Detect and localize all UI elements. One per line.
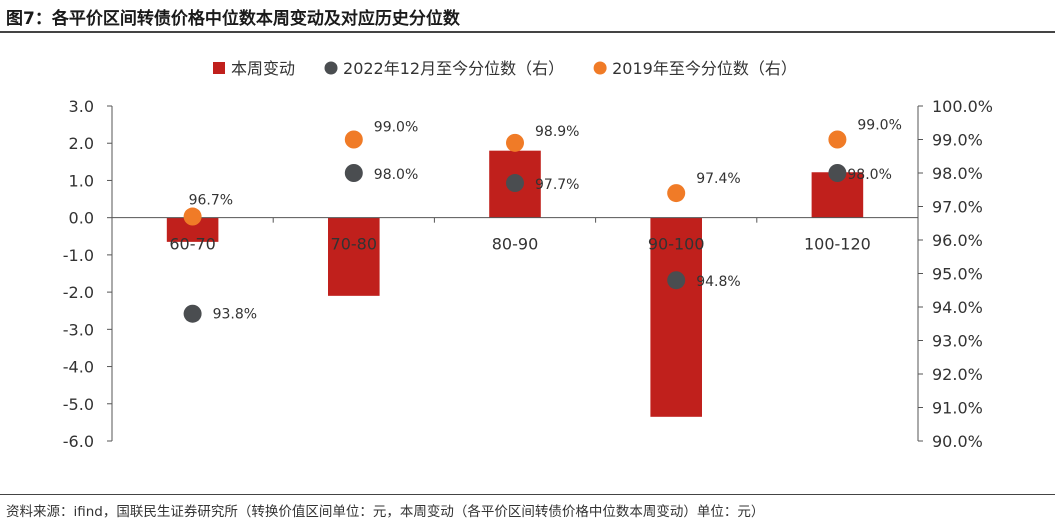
- right-tick-label: 90.0%: [932, 432, 983, 451]
- point-s1-80-90: [506, 174, 524, 193]
- title-rule: [0, 31, 1055, 33]
- category-labels: 60-70 70-80 80-90 90-100 100-120: [169, 235, 870, 254]
- data-label: 98.0%: [847, 167, 891, 183]
- left-tick-label: 2.0: [69, 134, 94, 153]
- category-label: 60-70: [169, 235, 216, 254]
- right-tick-label: 95.0%: [932, 265, 983, 284]
- scatter-series: [183, 130, 847, 323]
- point-s2-100-120: [828, 130, 847, 149]
- legend-label: 2022年12月至今分位数（右）: [343, 59, 564, 78]
- point-s1-60-70: [183, 304, 202, 323]
- left-tick-label: -5.0: [63, 395, 94, 414]
- point-s1-100-120: [828, 164, 847, 182]
- right-tick-label: 98.0%: [932, 164, 983, 183]
- right-tick-label: 93.0%: [932, 332, 983, 351]
- source-note: 资料来源：ifind，国联民生证券研究所（转换价值区间单位：元，本周变动（各平价…: [6, 504, 765, 520]
- figure-title: 图7：各平价区间转债价格中位数本周变动及对应历史分位数: [6, 9, 460, 29]
- data-label: 98.9%: [535, 124, 579, 140]
- data-label: 93.8%: [213, 307, 257, 323]
- left-tick-label: -3.0: [63, 320, 94, 339]
- category-label: 90-100: [648, 235, 705, 254]
- point-s1-70-80: [344, 164, 363, 182]
- data-labels: 93.8% 98.0% 97.7% 94.8% 98.0% 96.7% 99.0% 98.9%…: [189, 118, 902, 323]
- data-label: 99.0%: [374, 120, 418, 136]
- right-tick-label: 99.0%: [932, 131, 983, 150]
- left-tick-label: 3.0: [69, 97, 94, 116]
- bar-series: [166, 150, 864, 417]
- left-tick-label: -1.0: [63, 246, 94, 265]
- legend-swatch-dot: [593, 61, 607, 75]
- right-tick-label: 94.0%: [932, 298, 983, 317]
- data-label: 94.8%: [696, 274, 740, 290]
- left-tick-label: 0.0: [69, 209, 94, 228]
- left-tick-label: 1.0: [69, 171, 94, 190]
- point-s1-90-100: [667, 271, 686, 290]
- legend-swatch-dot: [324, 61, 338, 75]
- point-s2-60-70: [183, 207, 202, 226]
- legend-label: 2019年至今分位数（右）: [612, 59, 797, 78]
- data-label: 99.0%: [857, 118, 901, 134]
- data-label: 98.0%: [374, 167, 418, 183]
- point-s2-80-90: [506, 133, 524, 152]
- category-label: 100-120: [804, 235, 871, 254]
- right-tick-label: 96.0%: [932, 231, 983, 250]
- bar-90-100: [650, 217, 702, 417]
- category-label: 70-80: [331, 235, 378, 254]
- right-tick-label: 100.0%: [932, 97, 993, 116]
- data-label: 97.7%: [535, 177, 579, 193]
- chart: 本周变动 2022年12月至今分位数（右） 2019年至今分位数（右） 3.0 2.0…: [63, 59, 993, 451]
- right-tick-label: 91.0%: [932, 399, 983, 418]
- bar-70-80: [328, 217, 380, 296]
- legend-swatch-bar: [213, 62, 225, 74]
- data-label: 97.4%: [696, 171, 740, 187]
- left-tick-label: -6.0: [63, 432, 94, 451]
- category-label: 80-90: [492, 235, 539, 254]
- point-s2-70-80: [344, 130, 363, 149]
- right-tick-label: 92.0%: [932, 365, 983, 384]
- point-s2-90-100: [667, 184, 686, 203]
- right-tick-label: 97.0%: [932, 198, 983, 217]
- axes: 3.0 2.0 1.0 0.0 -1.0 -2.0 -3.0 -4.0 -5.0 -6.0 100.…: [63, 97, 993, 451]
- legend-label: 本周变动: [231, 59, 295, 78]
- data-label: 96.7%: [189, 193, 233, 209]
- legend: 本周变动 2022年12月至今分位数（右） 2019年至今分位数（右）: [213, 59, 797, 78]
- left-tick-label: -2.0: [63, 283, 94, 302]
- left-tick-label: -4.0: [63, 358, 94, 377]
- source-rule: [0, 494, 1055, 495]
